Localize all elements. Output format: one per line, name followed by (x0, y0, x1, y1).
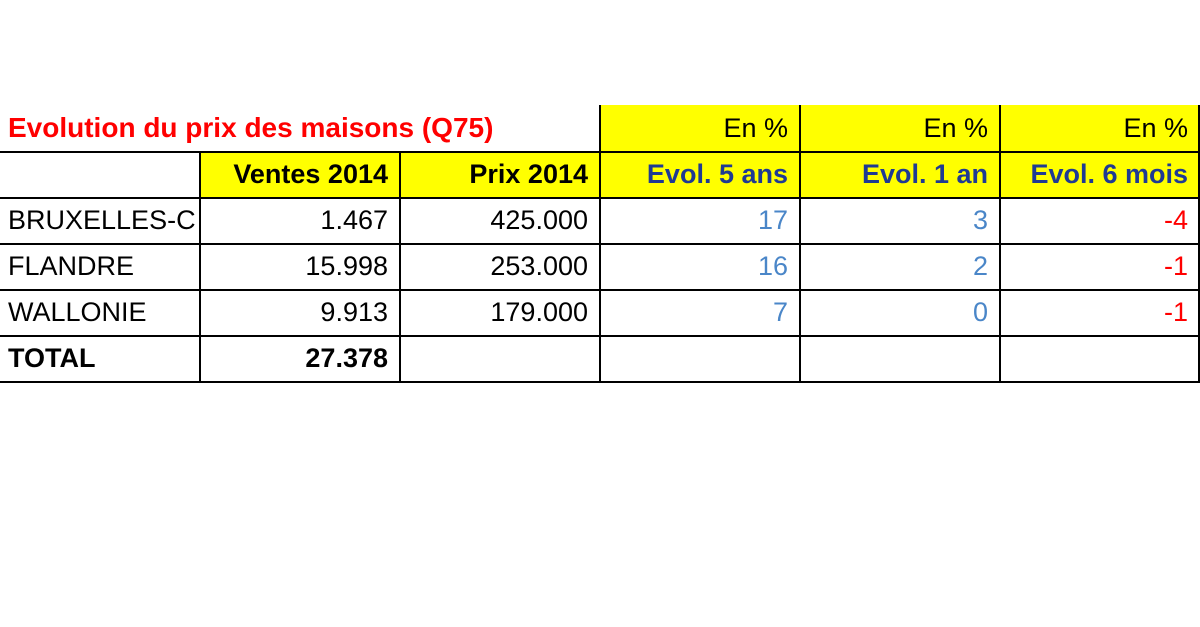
grid-vline (799, 105, 801, 383)
row-wallonie-region: WALLONIE (8, 297, 147, 327)
total-label: TOTAL (8, 343, 96, 373)
row-bruxelles-evol6: -4 (1163, 205, 1188, 235)
grid-vline (999, 105, 1001, 383)
unit-header-evol6: En % (1000, 105, 1200, 151)
row-flandre-region: FLANDRE (8, 251, 135, 281)
row-bruxelles-ventes: 1.467 (320, 205, 388, 235)
row-wallonie-evol1: 0 (972, 297, 988, 327)
row-flandre-prix: 253.000 (490, 251, 588, 281)
grid-vline (399, 151, 401, 383)
header-evol5: Evol. 5 ans (600, 151, 800, 197)
row-flandre-evol6: -1 (1163, 251, 1188, 281)
grid-vline (199, 151, 201, 383)
unit-header-evol1: En % (800, 105, 1000, 151)
header-prix: Prix 2014 (400, 151, 600, 197)
grid-vline (599, 105, 601, 383)
header-evol1: Evol. 1 an (800, 151, 1000, 197)
row-flandre-ventes: 15.998 (305, 251, 388, 281)
row-flandre-evol5: 16 (757, 251, 788, 281)
data-table: Evolution du prix des maisons (Q75) En %… (0, 105, 1200, 385)
table-title: Evolution du prix des maisons (Q75) (8, 112, 494, 143)
unit-header-evol5: En % (600, 105, 800, 151)
row-wallonie-prix: 179.000 (490, 297, 588, 327)
row-wallonie-evol6: -1 (1163, 297, 1188, 327)
total-ventes: 27.378 (305, 343, 388, 373)
row-bruxelles-evol1: 3 (972, 205, 988, 235)
row-bruxelles-evol5: 17 (757, 205, 788, 235)
row-wallonie-ventes: 9.913 (320, 297, 388, 327)
row-bruxelles-region: BRUXELLES-C (8, 205, 196, 235)
row-bruxelles-prix: 425.000 (490, 205, 588, 235)
header-evol6: Evol. 6 mois (1000, 151, 1200, 197)
row-flandre-evol1: 2 (972, 251, 988, 281)
grid-vline (1198, 105, 1200, 383)
header-ventes: Ventes 2014 (200, 151, 400, 197)
header-region (0, 151, 200, 197)
row-wallonie-evol5: 7 (772, 297, 788, 327)
